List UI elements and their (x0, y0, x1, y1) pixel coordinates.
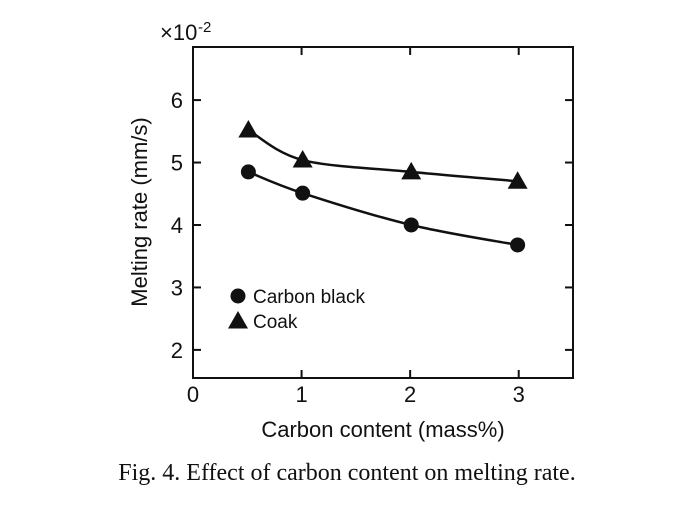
y-tick-label: 3 (171, 275, 183, 300)
y-tick-label: 2 (171, 338, 183, 363)
series-line (247, 170, 518, 247)
x-axis-label: Carbon content (mass%) (261, 417, 504, 442)
x-tick-label: 2 (404, 382, 416, 407)
x-tick-label: 3 (513, 382, 525, 407)
caption: Fig. 4. Effect of carbon content on melt… (118, 460, 575, 486)
x-tick-label: 1 (295, 382, 307, 407)
series-line (247, 128, 518, 183)
y-tick-label: 4 (171, 213, 183, 238)
data-point (510, 237, 526, 253)
y-tick-label: 6 (171, 88, 183, 113)
legend-marker (228, 311, 248, 329)
y-multiplier: ×10 (160, 20, 197, 45)
legend-marker (230, 288, 246, 304)
data-point (403, 217, 419, 233)
data-point (507, 171, 528, 189)
data-point (292, 150, 313, 168)
data-point (401, 161, 422, 180)
legend-label: Coak (253, 312, 298, 333)
data-point (238, 120, 259, 138)
data-point (295, 185, 311, 201)
legend-label: Carbon black (253, 287, 365, 308)
y-multiplier-exponent: -2 (198, 19, 211, 36)
y-tick-label: 5 (171, 151, 183, 176)
y-axis-label: Melting rate (mm/s) (127, 117, 152, 306)
plot-frame (192, 46, 574, 379)
x-tick-label: 0 (187, 382, 199, 407)
data-point (240, 164, 256, 180)
